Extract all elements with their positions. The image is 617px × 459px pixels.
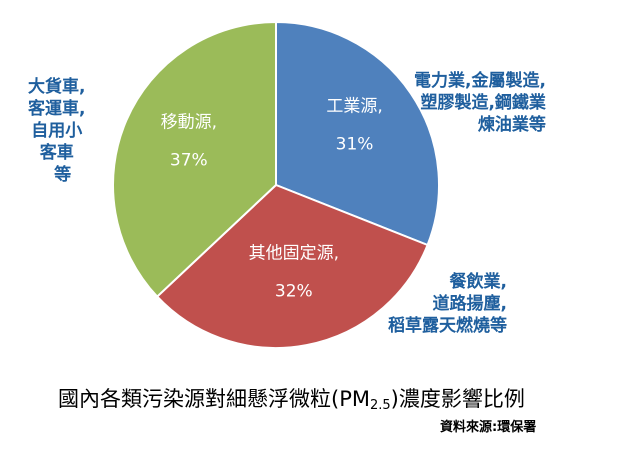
caption-prefix: 國內各類污染源對細懸浮微粒(PM: [58, 387, 370, 411]
industrial-source-note: 電力業,金屬製造, 塑膠製造,鋼鐵業 煉油業等: [414, 71, 546, 135]
pie-slice-2: [112, 20, 277, 298]
source-credit: 資料來源:環保署: [440, 420, 537, 435]
caption-subscript: 2.5: [369, 398, 391, 413]
pie-slice-0: [275, 20, 440, 247]
slice-value-label-2: 37%: [170, 150, 208, 170]
other-fixed-source-note: 餐飲業, 道路揚塵, 稻草露天燃燒等: [388, 272, 507, 336]
slice-value-label-0: 31%: [336, 135, 374, 155]
slice-value-label-1: 32%: [275, 281, 313, 301]
chart-caption: 國內各類污染源對細懸浮微粒(PM2.5)濃度影響比例: [58, 383, 525, 413]
pie-slice-1: [155, 183, 429, 349]
mobile-source-note: 大貨車, 客運車, 自用小 客車 等: [28, 77, 86, 185]
slice-name-label-2: 移動源,: [161, 112, 217, 132]
slice-name-label-0: 工業源,: [326, 97, 382, 117]
caption-suffix: )濃度影響比例: [390, 387, 525, 411]
pie-chart: 工業源, 31% 其他固定源, 32% 移動源, 37%: [112, 20, 440, 349]
slice-name-label-1: 其他固定源,: [249, 243, 339, 263]
